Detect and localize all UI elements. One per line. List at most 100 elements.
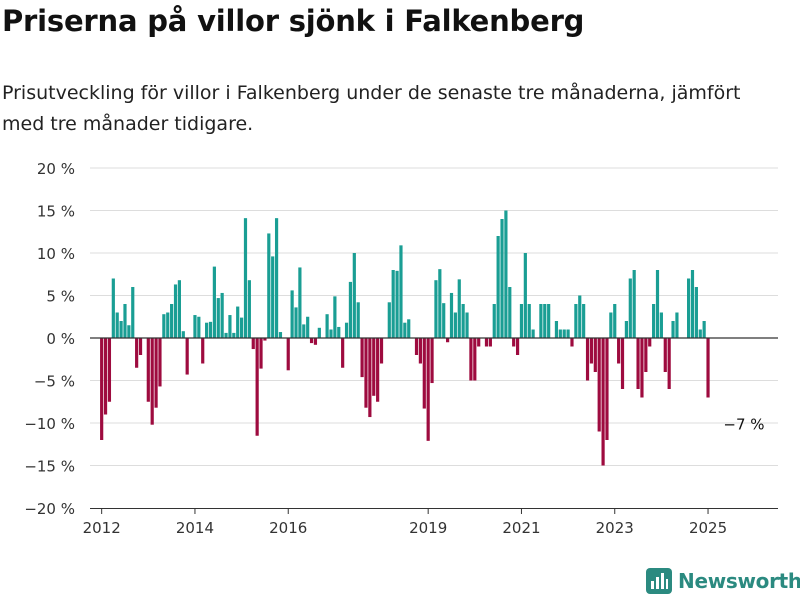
bar bbox=[605, 338, 609, 440]
x-tick-label: 2012 bbox=[83, 519, 121, 537]
bar bbox=[379, 338, 384, 364]
bar bbox=[115, 312, 119, 338]
bar bbox=[702, 321, 706, 338]
bar bbox=[690, 270, 695, 338]
bar bbox=[430, 338, 434, 384]
y-tick-label: 10 % bbox=[37, 245, 75, 263]
bar bbox=[193, 315, 197, 338]
bar bbox=[166, 312, 170, 338]
bar bbox=[422, 338, 426, 409]
bar bbox=[465, 312, 469, 338]
bar bbox=[399, 245, 403, 338]
bar bbox=[286, 338, 290, 371]
bar bbox=[418, 338, 422, 364]
bar bbox=[162, 314, 166, 338]
bar bbox=[255, 338, 259, 436]
x-tick-label: 2016 bbox=[269, 519, 307, 537]
bar bbox=[570, 338, 574, 347]
y-axis-labels: 20 % 15 % 10 % 5 % 0 % −5 % −10 % −15 % −20 % bbox=[24, 160, 75, 518]
bar bbox=[205, 322, 209, 338]
bar bbox=[236, 306, 240, 338]
bar bbox=[519, 304, 524, 338]
y-tick-label: −20 % bbox=[24, 500, 75, 518]
bar bbox=[609, 312, 613, 338]
bar bbox=[632, 270, 636, 338]
bar bbox=[278, 332, 283, 338]
bar bbox=[150, 338, 154, 425]
bar bbox=[100, 338, 104, 440]
bar bbox=[111, 278, 115, 338]
bar bbox=[344, 322, 349, 338]
bar bbox=[240, 317, 244, 338]
chart-title: Priserna på villor sjönk i Falkenberg bbox=[2, 4, 585, 38]
bar bbox=[488, 338, 492, 347]
bar bbox=[558, 329, 562, 338]
bar bbox=[243, 218, 248, 338]
bar bbox=[438, 269, 442, 338]
bar bbox=[469, 338, 473, 381]
bar bbox=[267, 233, 271, 338]
bar bbox=[224, 332, 228, 338]
bar bbox=[675, 312, 679, 338]
bar bbox=[352, 253, 356, 338]
bar bbox=[442, 303, 446, 338]
bar bbox=[617, 338, 621, 364]
bar bbox=[446, 338, 450, 343]
bar bbox=[103, 338, 108, 415]
bar bbox=[138, 338, 143, 355]
bar bbox=[484, 338, 489, 347]
bar bbox=[403, 322, 407, 338]
bar bbox=[547, 304, 551, 338]
x-tick-label: 2019 bbox=[409, 519, 447, 537]
newsworthy-logo-icon bbox=[646, 568, 672, 594]
bar bbox=[259, 338, 263, 369]
newsworthy-logo-text: Newsworthy bbox=[678, 569, 800, 593]
bar bbox=[146, 338, 150, 402]
bar bbox=[597, 338, 601, 432]
bar bbox=[341, 338, 345, 368]
bar bbox=[348, 281, 353, 338]
bar bbox=[648, 338, 652, 347]
bar bbox=[313, 338, 318, 345]
bar bbox=[181, 331, 185, 338]
bar bbox=[539, 304, 543, 338]
bar bbox=[601, 338, 605, 466]
bar bbox=[232, 332, 236, 338]
bar bbox=[395, 270, 399, 338]
bar bbox=[185, 338, 189, 375]
bar bbox=[364, 338, 368, 408]
bar bbox=[212, 266, 216, 338]
bar bbox=[329, 329, 333, 338]
bars bbox=[100, 210, 710, 466]
bar bbox=[698, 329, 702, 338]
bar bbox=[504, 210, 508, 338]
bar bbox=[671, 321, 675, 338]
bar bbox=[158, 338, 162, 387]
bar bbox=[523, 253, 527, 338]
y-tick-label: −5 % bbox=[34, 373, 75, 391]
bar bbox=[263, 338, 267, 341]
bar bbox=[123, 304, 127, 338]
gridlines bbox=[90, 167, 778, 466]
bar bbox=[201, 338, 205, 364]
bar bbox=[543, 304, 547, 338]
bar bbox=[387, 302, 391, 338]
bar bbox=[527, 304, 531, 338]
bar bbox=[414, 338, 419, 355]
bar bbox=[271, 256, 275, 338]
bar bbox=[131, 287, 135, 338]
bar bbox=[247, 280, 251, 338]
x-tick-label: 2023 bbox=[596, 519, 634, 537]
bar bbox=[667, 338, 671, 389]
bar bbox=[107, 338, 112, 402]
bar bbox=[453, 312, 457, 338]
bar bbox=[640, 338, 644, 398]
bar bbox=[659, 312, 663, 338]
x-tick-label: 2021 bbox=[502, 519, 540, 537]
bar bbox=[360, 338, 364, 378]
bar bbox=[197, 316, 201, 338]
bar bbox=[566, 329, 570, 338]
bar bbox=[706, 338, 710, 398]
bar bbox=[687, 278, 691, 338]
